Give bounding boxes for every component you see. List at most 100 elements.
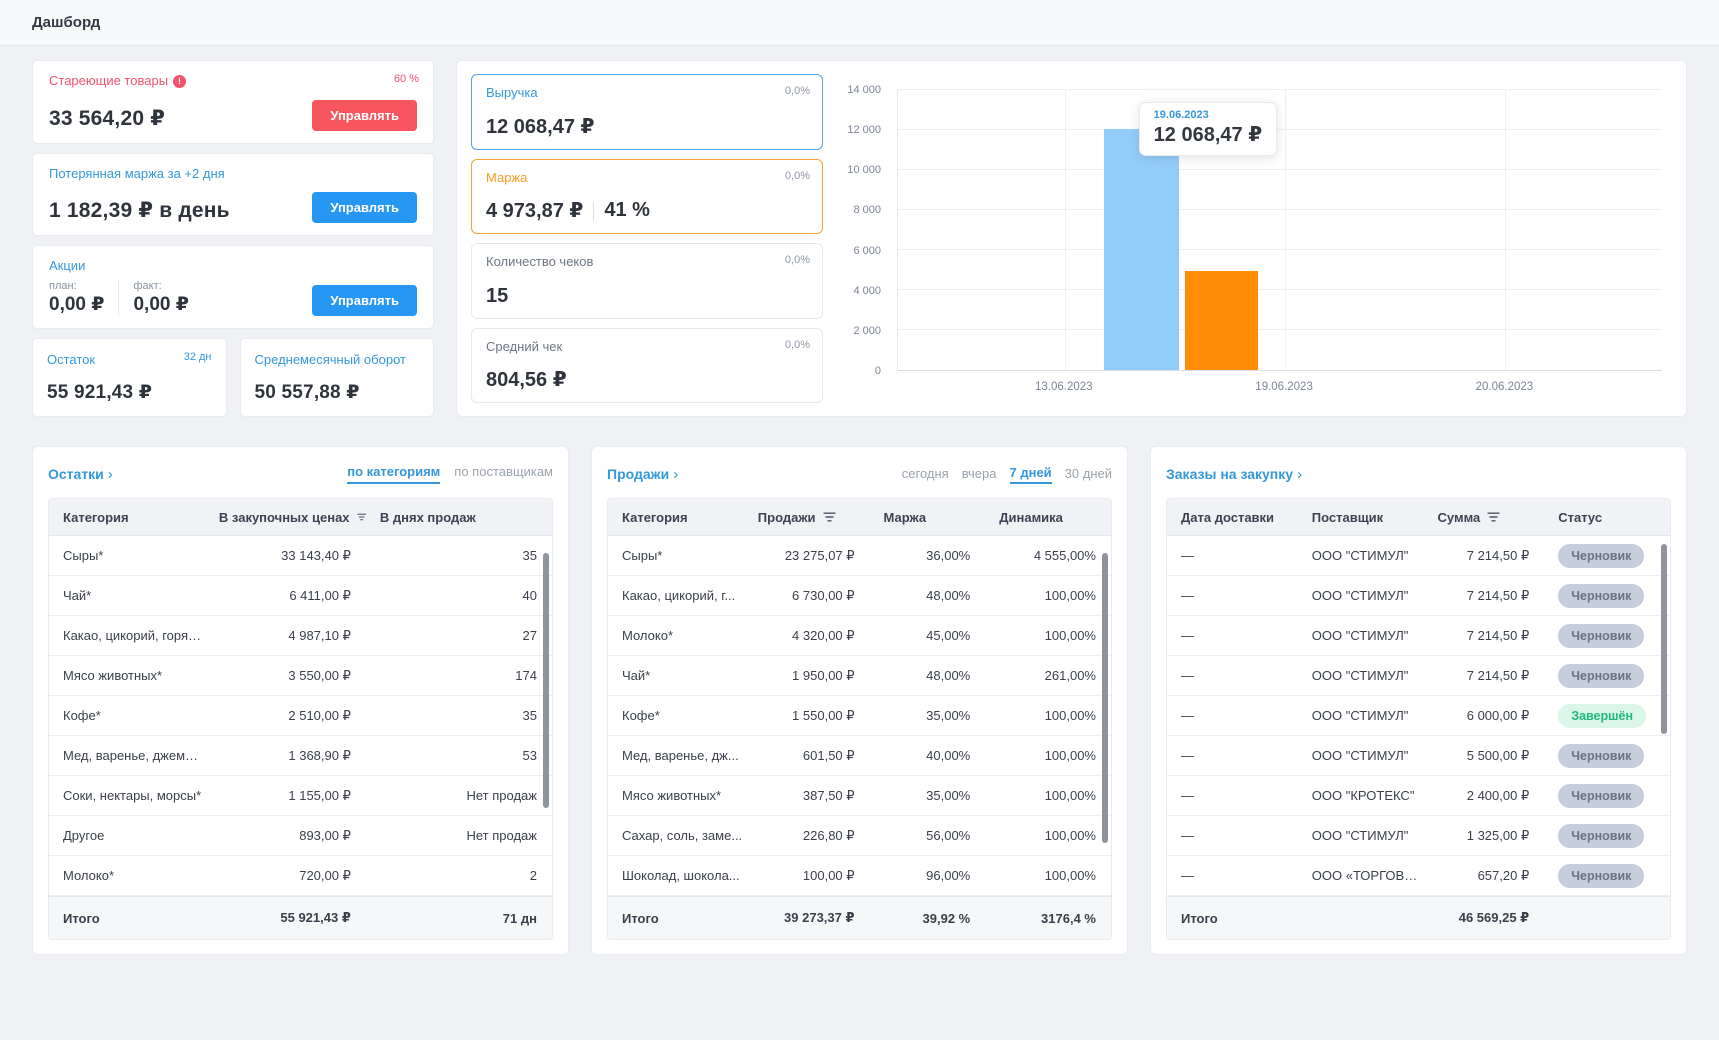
scrollbar[interactable] (1102, 553, 1108, 843)
receipts-metric-card[interactable]: Количество чеков 0,0% 15 (471, 243, 823, 319)
metrics-column: Выручка 0,0% 12 068,47 ₽ Маржа 0,0% 4 97… (471, 74, 823, 403)
fact-value: 0,00 ₽ (133, 294, 189, 316)
table-row[interactable]: — ООО "СТИМУЛ" 7 214,50 ₽ Черновик (1167, 656, 1670, 696)
table-cell: Молоко* (63, 868, 115, 883)
stock-table-card: Остатки › по категориям по поставщикам Ка… (32, 446, 569, 955)
table-row[interactable]: Шоколад, шокола... 100,00 ₽ 96,00% 100,00% (608, 856, 1111, 896)
turnover-card: Среднемесячный оборот 50 557,88 ₽ (239, 338, 434, 418)
table-row[interactable]: — ООО "СТИМУЛ" 7 214,50 ₽ Черновик (1167, 616, 1670, 656)
table-cell: ООО "СТИМУЛ" (1311, 668, 1409, 683)
scrollbar[interactable] (543, 553, 549, 808)
table-cell: 100,00 ₽ (802, 867, 855, 883)
avg-receipt-metric-card[interactable]: Средний чек 0,0% 804,56 ₽ (471, 327, 823, 403)
manage-aging-button[interactable]: Управлять (312, 99, 417, 131)
filter-icon (823, 512, 836, 522)
table-cell: Какао, цикорий, горячий ... (63, 628, 205, 643)
table-row[interactable]: Сахар, соль, заме... 226,80 ₽ 56,00% 100,00… (608, 816, 1111, 856)
column-header[interactable]: В закупочных ценах (205, 510, 366, 525)
table-cell: 40 (522, 588, 537, 603)
table-row[interactable]: — ООО "СТИМУЛ" 7 214,50 ₽ Черновик (1167, 576, 1670, 616)
table-row[interactable]: — ООО "СТИМУЛ" 6 000,00 ₽ Завершён (1167, 696, 1670, 736)
table-row[interactable]: — ООО «ТОРГОВЫЙ ... 657,20 ₽ Черновик (1167, 856, 1670, 896)
h-gridline (898, 169, 1662, 170)
table-row[interactable]: Сыры* 23 275,07 ₽ 36,00% 4 555,00% (608, 536, 1111, 576)
table-row[interactable]: Молоко* 4 320,00 ₽ 45,00% 100,00% (608, 616, 1111, 656)
tooltip-value: 12 068,47 ₽ (1153, 124, 1263, 146)
revenue-metric-card[interactable]: Выручка 0,0% 12 068,47 ₽ (471, 74, 823, 150)
manage-promos-button[interactable]: Управлять (312, 285, 417, 317)
scrollbar[interactable] (1661, 544, 1667, 734)
table-cell: Черновик (1544, 743, 1670, 768)
table-row[interactable]: Чай* 1 950,00 ₽ 48,00% 261,00% (608, 656, 1111, 696)
h-gridline (898, 289, 1662, 290)
table-cell: Мед, варенье, джемы, сир... (63, 748, 205, 763)
turnover-value: 50 557,88 ₽ (254, 382, 360, 404)
stock-table-link[interactable]: Остатки › (48, 465, 113, 483)
table-cell: 1 950,00 ₽ (792, 667, 855, 683)
status-badge: Черновик (1558, 623, 1645, 648)
filter-yesterday[interactable]: вчера (961, 465, 997, 481)
tab-by-suppliers[interactable]: по поставщикам (454, 464, 553, 479)
table-row[interactable]: Мясо животных* 387,50 ₽ 35,00% 100,00% (608, 776, 1111, 816)
table-cell: 45,00% (926, 628, 971, 643)
table-cell: — (1181, 668, 1194, 683)
avg-receipt-delta: 0,0% (784, 338, 810, 351)
table-cell: 100,00% (1044, 788, 1096, 803)
column-header[interactable]: Сумма (1424, 510, 1545, 525)
table-row[interactable]: — ООО "КРОТЕКС" 2 400,00 ₽ Черновик (1167, 776, 1670, 816)
table-cell: Черновик (1544, 583, 1670, 608)
filter-today[interactable]: сегодня (901, 465, 949, 481)
status-badge: Черновик (1558, 863, 1645, 888)
table-row[interactable]: Какао, цикорий, г... 6 730,00 ₽ 48,00% 100,… (608, 576, 1111, 616)
table-cell: Кофе* (622, 708, 660, 723)
margin-delta: 0,0% (784, 169, 810, 182)
table-row[interactable]: Мясо животных* 3 550,00 ₽ 174 (49, 656, 552, 696)
margin-metric-card[interactable]: Маржа 0,0% 4 973,87 ₽ 41 % (471, 158, 823, 234)
tab-by-categories[interactable]: по категориям (347, 464, 441, 484)
column-header-label: В днях продаж (379, 509, 476, 525)
table-row[interactable]: — ООО "СТИМУЛ" 7 214,50 ₽ Черновик (1167, 536, 1670, 576)
purchase-orders-card: Заказы на закупку › Дата доставки Поставщи… (1150, 446, 1687, 955)
bar-Выручка[interactable] (1104, 128, 1180, 370)
chart-xaxis: 13.06.2023 19.06.2023 20.06.2023 (897, 381, 1662, 397)
bar-Маржа[interactable] (1185, 270, 1258, 370)
table-row[interactable]: Чай* 6 411,00 ₽ 40 (49, 576, 552, 616)
footer-cell: 71 дн (502, 910, 537, 926)
table-row[interactable]: Соки, нектары, морсы* 1 155,00 ₽ Нет прода… (49, 776, 552, 816)
table-cell: Кофе* (63, 708, 101, 723)
table-cell: 657,20 ₽ (1477, 867, 1530, 883)
manage-lost-margin-button[interactable]: Управлять (312, 192, 417, 224)
fact-label: факт: (133, 280, 162, 293)
table-row[interactable]: — ООО "СТИМУЛ" 1 325,00 ₽ Черновик (1167, 816, 1670, 856)
table-cell: ООО "СТИМУЛ" (1311, 588, 1409, 603)
x-tick-label: 20.06.2023 (1475, 381, 1534, 393)
lost-margin-title: Потерянная маржа за +2 дня (49, 165, 225, 181)
page-title: Дашборд (32, 14, 101, 31)
table-row[interactable]: Другое 893,00 ₽ Нет продаж (49, 816, 552, 856)
table-cell: ООО «ТОРГОВЫЙ ... (1311, 868, 1424, 883)
chart-plot: 19.06.2023 12 068,47 ₽ (897, 89, 1662, 371)
table-cell: ООО "СТИМУЛ" (1311, 628, 1409, 643)
table-cell: Другое (63, 828, 105, 843)
table-body: Сыры* 23 275,07 ₽ 36,00% 4 555,00% Какао, ци… (608, 536, 1111, 896)
sales-table-link[interactable]: Продажи › (607, 465, 679, 483)
column-header[interactable]: Продажи (744, 510, 870, 525)
table-row[interactable]: Молоко* 720,00 ₽ 2 (49, 856, 552, 896)
table-row[interactable]: Мед, варенье, дж... 601,50 ₽ 40,00% 100,00% (608, 736, 1111, 776)
receipts-delta: 0,0% (784, 254, 810, 266)
column-header-label: Продажи (757, 509, 816, 525)
table-row[interactable]: Мед, варенье, джемы, сир... 1 368,90 ₽ 53 (49, 736, 552, 776)
purchase-orders-link[interactable]: Заказы на закупку › (1166, 465, 1303, 483)
filter-30-days[interactable]: 30 дней (1064, 465, 1112, 481)
filter-7-days[interactable]: 7 дней (1009, 465, 1052, 484)
table-cell: Чай* (622, 668, 651, 683)
h-gridline (898, 209, 1662, 210)
table-row[interactable]: Кофе* 1 550,00 ₽ 35,00% 100,00% (608, 696, 1111, 736)
table-row[interactable]: Какао, цикорий, горячий ... 4 987,10 ₽ 27 (49, 616, 552, 656)
v-gridline (1284, 90, 1286, 370)
status-badge: Черновик (1558, 743, 1645, 768)
table-row[interactable]: Сыры* 33 143,40 ₽ 35 (49, 536, 552, 576)
table-cell: 7 214,50 ₽ (1466, 627, 1530, 643)
table-row[interactable]: — ООО "СТИМУЛ" 5 500,00 ₽ Черновик (1167, 736, 1670, 776)
table-row[interactable]: Кофе* 2 510,00 ₽ 35 (49, 696, 552, 736)
